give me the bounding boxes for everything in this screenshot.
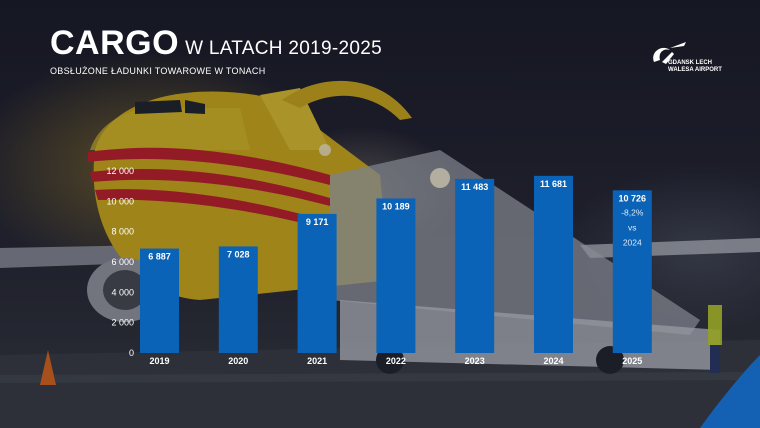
x-tick-label: 2019 xyxy=(149,356,169,366)
bar-2021 xyxy=(297,213,337,353)
x-tick-label: 2022 xyxy=(386,356,406,366)
logo-plane-icon xyxy=(662,52,674,64)
bar-2023 xyxy=(455,178,495,353)
annotation-line: 2024 xyxy=(623,237,642,247)
bar-2019 xyxy=(140,248,179,353)
bar-value-label: 7 028 xyxy=(227,249,250,259)
logo-line-1: GDANSK LECH xyxy=(668,60,713,66)
bar-value-label: 11 681 xyxy=(540,179,567,189)
y-tick-label: 12 000 xyxy=(106,166,134,176)
title-rest: W LATACH 2019-2025 xyxy=(185,38,382,59)
x-tick-label: 2021 xyxy=(307,356,327,366)
y-tick-label: 6 000 xyxy=(111,257,134,267)
annotation-line: vs xyxy=(628,222,637,232)
bar-value-label: 10 726 xyxy=(619,193,647,203)
x-tick-label: 2024 xyxy=(543,356,563,366)
y-tick-label: 0 xyxy=(129,348,134,358)
annotation-line: -8,2% xyxy=(621,207,644,217)
bar-value-label: 9 171 xyxy=(306,217,329,227)
y-tick-label: 10 000 xyxy=(106,196,134,206)
x-tick-label: 2023 xyxy=(465,356,485,366)
y-tick-label: 4 000 xyxy=(111,287,134,297)
bar-value-label: 10 189 xyxy=(382,201,410,211)
bar-2022 xyxy=(376,198,416,353)
title-main: CARGO xyxy=(50,24,180,62)
bar-2025 xyxy=(612,190,652,353)
airport-logo xyxy=(653,42,686,64)
y-tick-label: 8 000 xyxy=(111,227,134,237)
chart-subtitle: OBSŁUŻONE ŁADUNKI TOWAROWE W TONACH xyxy=(50,66,266,76)
y-tick-label: 2 000 xyxy=(111,318,134,328)
bar-value-label: 11 483 xyxy=(461,182,488,192)
chart-title: CARGO W LATACH 2019-2025 xyxy=(50,24,382,63)
bar-2024 xyxy=(534,175,573,353)
bar-value-label: 6 887 xyxy=(148,252,171,262)
x-tick-label: 2025 xyxy=(622,356,642,366)
logo-swirl-icon xyxy=(653,47,670,62)
x-tick-label: 2020 xyxy=(228,356,248,366)
logo-line-2: WALESA AIRPORT xyxy=(668,67,722,73)
bar-2020 xyxy=(218,246,258,353)
